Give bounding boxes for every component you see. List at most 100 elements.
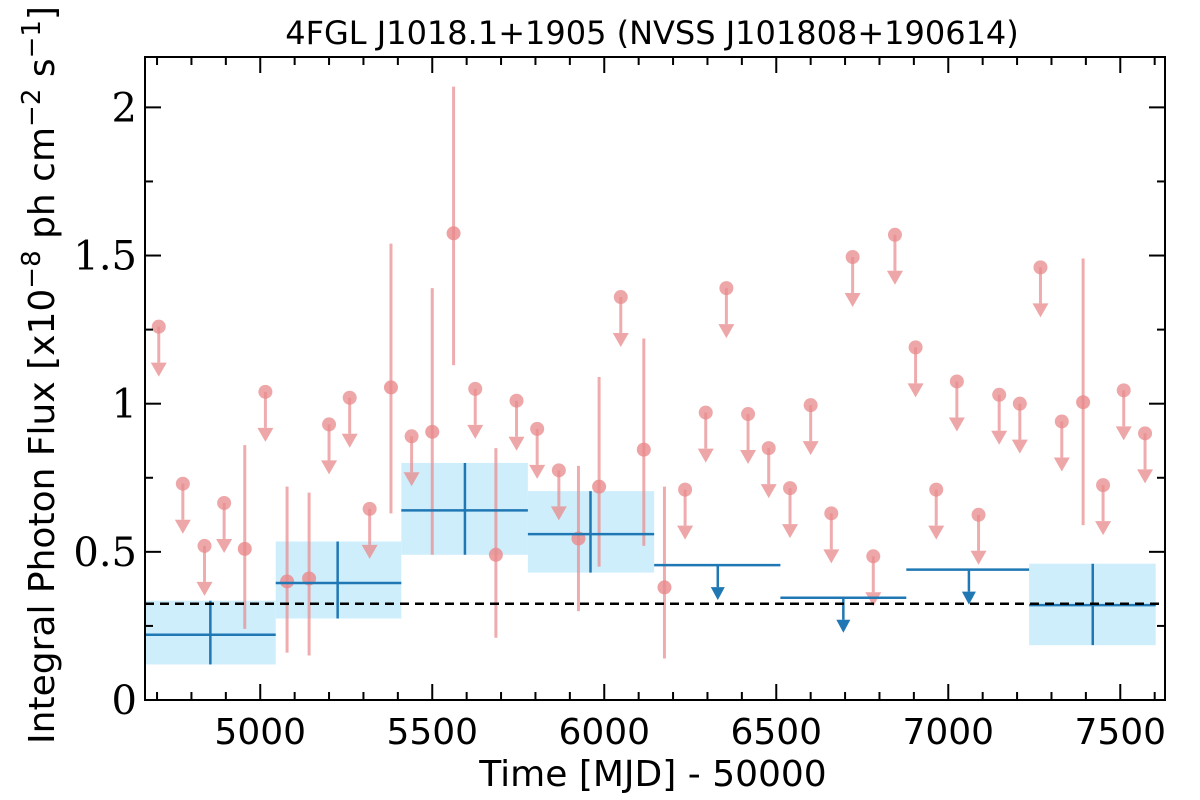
fine-bin-upper-limit-marker: [1033, 260, 1048, 275]
fine-bin-upper-limit-arrow: [1095, 521, 1112, 536]
plot-area: [145, 86, 1165, 665]
y-tick-label: 1: [112, 382, 137, 428]
y-axis-label-sup: −1: [17, 20, 47, 58]
fine-bin-upper-limit-marker: [1138, 426, 1153, 441]
fine-bin-upper-limit-marker: [258, 384, 273, 399]
fine-bin-upper-limit-arrow: [612, 333, 629, 348]
fine-bin-upper-limit-marker: [761, 441, 776, 456]
fine-bin-upper-limit-marker: [678, 482, 693, 497]
fine-bin-upper-limit-arrow: [257, 427, 274, 442]
y-tick-label: 2: [112, 85, 137, 131]
fine-bin-upper-limit-arrow: [361, 544, 378, 559]
fine-bin-upper-limit-arrow: [865, 592, 882, 607]
fine-bin-upper-limit-marker: [468, 381, 483, 396]
fine-bin-upper-limit-marker: [322, 417, 337, 432]
fine-bin-point: [425, 424, 440, 439]
y-tick-label: 0.5: [73, 530, 137, 576]
fine-bin-upper-limit-arrow: [1011, 439, 1028, 454]
y-axis-label-part: Integral Photon Flux [x10: [22, 289, 63, 744]
fine-bin-upper-limit-marker: [362, 501, 377, 516]
fine-bin-upper-limit-marker: [1096, 478, 1111, 493]
fine-bin-upper-limit-marker: [803, 398, 818, 413]
fine-bin-upper-limit-arrow: [718, 324, 735, 339]
fine-bin-upper-limit-marker: [887, 227, 902, 242]
chart-title: 4FGL J1018.1+1905 (NVSS J101808+190614): [285, 14, 1019, 52]
fine-bin-upper-limit-arrow: [174, 519, 191, 534]
fine-bin-upper-limit-arrow: [886, 270, 903, 285]
fine-bin-upper-limit-marker: [530, 421, 545, 436]
fine-bin-upper-limit-marker: [404, 429, 419, 444]
fine-bin-upper-limit-marker: [908, 340, 923, 355]
x-tick-label: 5500: [386, 712, 478, 753]
x-axis-label: Time [MJD] - 50000: [478, 754, 826, 795]
fine-bin-upper-limit-marker: [971, 507, 986, 522]
fine-bin-upper-limit-arrow: [677, 525, 694, 540]
fine-bin-upper-limit-arrow: [196, 581, 213, 596]
fine-bin-upper-limit-arrow: [1115, 426, 1132, 441]
fine-bin-upper-limit-marker: [783, 481, 798, 496]
fine-bin-upper-limit-marker: [217, 495, 232, 510]
y-axis-label-part: s: [22, 58, 63, 88]
fine-bin-upper-limit-marker: [1012, 396, 1027, 411]
fine-bin-point: [1076, 395, 1091, 410]
fine-bin-upper-limit-marker: [698, 405, 713, 420]
x-tick-label: 5000: [214, 712, 306, 753]
fine-bin-point: [237, 541, 252, 556]
fine-bin-upper-limit-arrow: [928, 525, 945, 540]
y-axis-label-part: ph cm: [22, 127, 63, 250]
x-tick-label: 7500: [1074, 712, 1166, 753]
y-axis-label-sup: −2: [17, 89, 47, 127]
fine-bin-point: [657, 580, 672, 595]
fine-bin-point: [446, 226, 461, 241]
fine-bin-upper-limit-arrow: [467, 424, 484, 439]
coarse-bin-upper-limit-arrow: [961, 591, 976, 605]
y-axis-label-part: ]: [22, 6, 63, 20]
fine-bin-upper-limit-marker: [949, 374, 964, 389]
axes: 5000 5500 6000 6500 7000 7500 0 0.5 1 1.5 2: [73, 56, 1166, 753]
fine-bin-upper-limit-marker: [509, 393, 524, 408]
fine-bin-point: [636, 442, 651, 457]
fine-bin-upper-limit-marker: [613, 290, 628, 305]
fine-bin-upper-limit-marker: [551, 463, 566, 478]
fine-bin-upper-limit-marker: [342, 390, 357, 405]
fine-bin-upper-limit-arrow: [1137, 469, 1154, 484]
fine-bin-upper-limit-arrow: [341, 433, 358, 448]
fine-bin-upper-limit-marker: [719, 281, 734, 296]
fine-bin-point: [592, 479, 607, 494]
fine-bin-upper-limit-arrow: [508, 436, 525, 451]
fine-bin-upper-limit-marker: [845, 250, 860, 265]
fine-bin-upper-limit-marker: [824, 506, 839, 521]
fine-bin-upper-limit-arrow: [740, 450, 757, 465]
x-tick-label: 6500: [730, 712, 822, 753]
y-axis-label-sup: −8: [17, 250, 47, 288]
fine-bin-upper-limit-arrow: [970, 550, 987, 565]
fine-bin-upper-limit-marker: [866, 549, 881, 564]
fine-bin-upper-limit-marker: [197, 538, 212, 553]
fine-bin-point: [488, 547, 503, 562]
fine-bin-upper-limit-marker: [151, 319, 166, 334]
fine-bin-upper-limit-arrow: [403, 472, 420, 487]
fine-bin-upper-limit-arrow: [948, 417, 965, 432]
y-tick-label: 1.5: [73, 234, 137, 280]
fine-bin-upper-limit-marker: [175, 476, 190, 491]
fine-bin-upper-limit-arrow: [760, 484, 777, 499]
fine-bin-upper-limit-arrow: [823, 549, 840, 564]
fine-bin-upper-limit-arrow: [844, 293, 861, 308]
fine-bin-upper-limit-arrow: [907, 383, 924, 398]
fine-bin-upper-limit-arrow: [697, 448, 714, 463]
fine-bin-upper-limit-arrow: [802, 441, 819, 456]
fine-bin-point: [383, 380, 398, 395]
x-tick-label: 7000: [902, 712, 994, 753]
fine-bin-upper-limit-arrow: [216, 538, 233, 553]
fine-bin-upper-limit-marker: [1054, 414, 1069, 429]
fine-bin-upper-limit-arrow: [321, 460, 338, 475]
y-axis-label: Integral Photon Flux [x10−8 ph cm−2 s−1]: [17, 6, 63, 744]
fine-bin-upper-limit-marker: [929, 482, 944, 497]
fine-bin-upper-limit-arrow: [550, 506, 567, 521]
axes-frame: [144, 56, 1166, 701]
fine-bin-upper-limit-marker: [992, 387, 1007, 402]
fine-bin-upper-limit-arrow: [1053, 457, 1070, 472]
fine-bin-upper-limit-arrow: [991, 430, 1008, 445]
y-tick-label: 0: [112, 678, 137, 724]
